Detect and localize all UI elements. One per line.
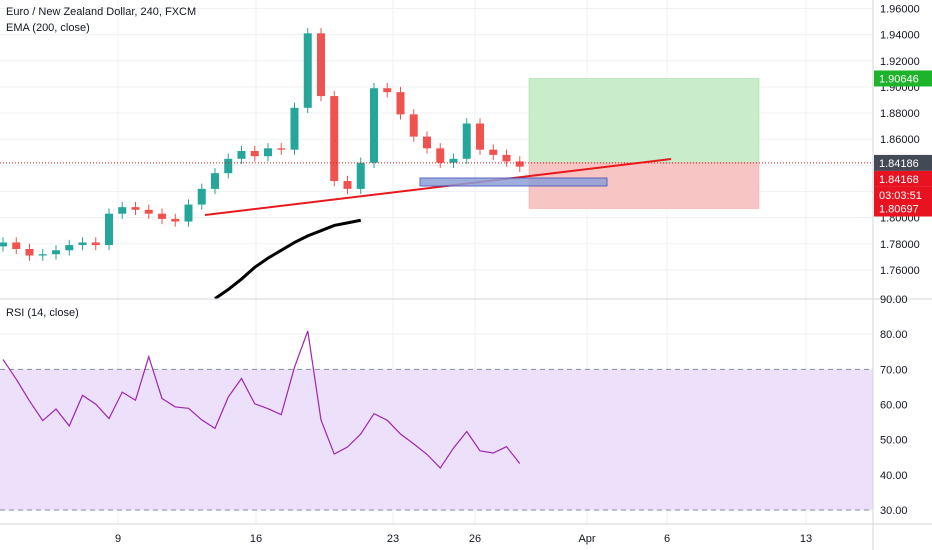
candle-body (105, 213, 113, 246)
rsi-band (0, 369, 873, 510)
candle-body (502, 154, 511, 162)
countdown-tag: 03:03:51 (879, 190, 922, 202)
candle-body (144, 209, 153, 214)
trend-line (204, 158, 672, 216)
candle-body (449, 158, 458, 163)
candle-body (118, 207, 127, 214)
price-tick-label: 1.96000 (880, 3, 920, 15)
position-zones (528, 78, 760, 209)
time-tick-label: 6 (664, 533, 670, 545)
candle-body (52, 250, 60, 255)
candle-body (423, 136, 431, 149)
candles-group (0, 28, 524, 261)
price-tick-label: 1.78000 (880, 239, 920, 251)
candle-body (91, 242, 100, 246)
time-tick-label: 23 (387, 533, 399, 545)
candle-body (78, 242, 87, 246)
candle-body (211, 173, 219, 189)
candle-body (343, 181, 352, 189)
close-price-tag: 1.84168 (879, 174, 919, 186)
current-price-tag-bg (874, 154, 932, 171)
candle-body (317, 33, 325, 97)
candle-body (409, 114, 418, 137)
time-tick-label: 9 (115, 533, 121, 545)
candle-body (184, 204, 193, 222)
candle-body (158, 213, 166, 219)
candle-body (65, 245, 74, 251)
candle-body (290, 107, 299, 150)
candle-body (224, 158, 233, 174)
rsi-tick-label: 90.00 (880, 294, 908, 306)
candle-body (131, 207, 140, 210)
price-tags: 1.90646 1.84186 1.84168 03:03:51 1.80697 (874, 70, 932, 217)
time-tick-label: 16 (250, 533, 262, 545)
rsi-tick-label: 30.00 (880, 505, 908, 517)
time-tick-label: 26 (469, 533, 481, 545)
candle-body (515, 161, 524, 167)
candle-body (0, 242, 7, 247)
target-price-tag: 1.90646 (879, 73, 919, 85)
stop-price-tag-bg (874, 200, 932, 217)
candle-body (303, 33, 312, 108)
candle-body (197, 188, 206, 205)
candle-body (250, 150, 259, 157)
symbol-title[interactable]: Euro / New Zealand Dollar, 240, FXCM (6, 6, 197, 18)
price-tick-label: 1.92000 (880, 56, 920, 68)
rsi-tick-label: 70.00 (880, 364, 908, 376)
support-box (419, 177, 608, 187)
candle-body (383, 88, 392, 93)
current-price-tag: 1.84186 (879, 158, 919, 170)
rsi-pane (0, 298, 932, 511)
price-tick-label: 1.94000 (880, 30, 920, 42)
countdown-tag-bg (874, 186, 932, 203)
candle-body (237, 150, 246, 159)
close-price-tag-bg (874, 170, 932, 187)
time-tick-label: Apr (578, 533, 595, 545)
ema-legend[interactable]: EMA (200, close) (6, 22, 90, 34)
price-tick-label: 1.88000 (880, 108, 920, 120)
profit-zone (528, 78, 760, 164)
drawing-tools[interactable] (0, 158, 873, 216)
candle-body (38, 254, 47, 256)
candle-body (370, 88, 378, 163)
candle-body (25, 248, 34, 256)
stop-price-tag: 1.80697 (879, 204, 919, 216)
candle-body (12, 242, 21, 249)
price-tick-label: 1.86000 (880, 134, 920, 146)
rsi-line (2, 330, 521, 470)
rsi-tick-label: 50.00 (880, 435, 908, 447)
candle-body (436, 148, 445, 163)
candle-body (356, 162, 365, 189)
candle-body (462, 123, 471, 159)
rsi-tick-label: 80.00 (880, 329, 908, 341)
rsi-tick-label: 40.00 (880, 470, 908, 482)
rsi-tick-label: 60.00 (880, 399, 908, 411)
ema-polyline (214, 218, 362, 300)
ema-line (214, 218, 362, 300)
rsi-legend[interactable]: RSI (14, close) (6, 307, 79, 319)
candle-body (171, 218, 180, 222)
price-tick-label: 1.76000 (880, 265, 920, 277)
candle-body (277, 148, 286, 150)
candle-body (489, 149, 498, 155)
candle-body (396, 92, 405, 115)
target-price-tag-bg (874, 70, 932, 87)
candle-body (330, 96, 339, 182)
candle-body (264, 148, 272, 157)
candle-body (476, 123, 484, 150)
time-tick-label: 13 (800, 533, 812, 545)
